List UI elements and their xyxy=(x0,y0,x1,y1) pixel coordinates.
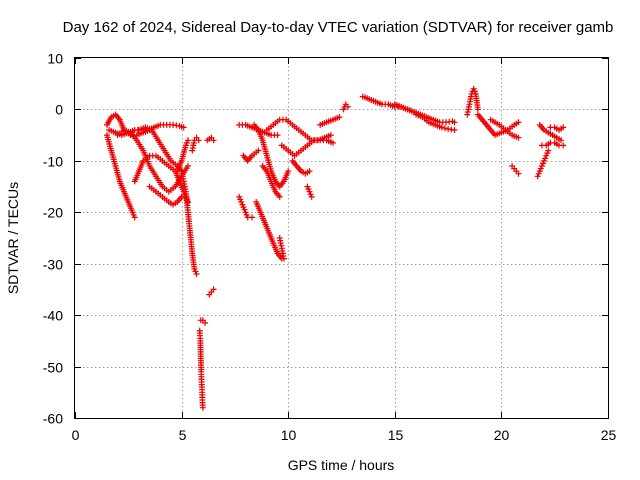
y-tick-label: -30 xyxy=(43,257,63,273)
plot-frame xyxy=(74,57,609,419)
data-point xyxy=(185,199,191,205)
x-tick-labels: 0 5 10 15 20 25 xyxy=(72,427,617,443)
y-tick-label: 0 xyxy=(55,102,63,118)
data-point xyxy=(249,214,255,221)
data-point xyxy=(515,170,522,177)
data-point xyxy=(274,132,281,139)
y-tick-label: -10 xyxy=(43,154,63,170)
x-tick-label: 15 xyxy=(388,427,404,443)
data-point xyxy=(193,271,200,277)
data-point xyxy=(276,193,283,200)
data-point xyxy=(336,114,343,121)
data-point xyxy=(438,124,445,131)
grid xyxy=(75,58,608,418)
data-point xyxy=(306,168,313,175)
y-tick-label: -20 xyxy=(43,205,63,221)
data-point xyxy=(330,139,336,146)
x-tick-label: 20 xyxy=(494,427,510,443)
data-point xyxy=(558,137,565,144)
data-point xyxy=(344,103,351,110)
data-point xyxy=(515,119,522,126)
data-point xyxy=(451,127,458,133)
data-point xyxy=(185,163,191,169)
y-tick-labels: 10 0 -10 -20 -30 -40 -50 -60 xyxy=(43,51,63,427)
data-point xyxy=(308,193,315,200)
data-point xyxy=(131,214,138,221)
data-point xyxy=(202,319,209,326)
x-tick-label: 10 xyxy=(281,427,297,443)
data-point xyxy=(280,255,287,262)
data-point xyxy=(180,124,187,131)
data-point xyxy=(185,137,191,144)
y-axis-label: SDTVAR / TECUs xyxy=(5,182,21,294)
y-tick-label: -50 xyxy=(43,360,63,376)
data-point xyxy=(560,142,567,149)
data-point xyxy=(195,137,202,144)
data-point xyxy=(285,168,292,175)
data-point xyxy=(545,147,552,154)
data-point xyxy=(560,124,567,131)
data-point xyxy=(210,137,217,144)
x-tick-label: 5 xyxy=(179,427,187,443)
chart-title: Day 162 of 2024, Sidereal Day-to-day VTE… xyxy=(63,19,614,36)
data-point xyxy=(451,119,458,126)
data-points xyxy=(104,85,567,411)
data-point xyxy=(474,106,481,113)
data-point xyxy=(441,125,448,132)
x-tick-label: 25 xyxy=(601,427,617,443)
y-tick-label: -40 xyxy=(43,308,63,324)
y-tick-label: -60 xyxy=(43,411,63,427)
x-axis-label: GPS time / hours xyxy=(288,457,395,473)
x-tick-label: 0 xyxy=(72,427,80,443)
data-point xyxy=(327,132,334,139)
data-point xyxy=(255,147,262,154)
axis-ticks xyxy=(75,58,609,419)
data-point xyxy=(199,404,206,411)
data-point xyxy=(210,286,217,293)
y-tick-label: 10 xyxy=(47,51,63,67)
data-point xyxy=(515,134,522,141)
